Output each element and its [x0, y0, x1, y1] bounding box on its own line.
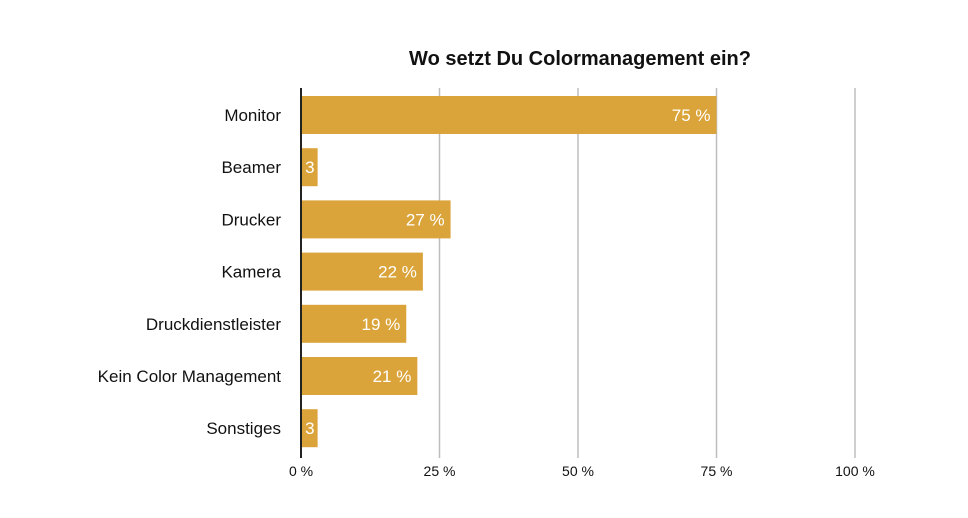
data-label: 75 %: [672, 106, 711, 125]
category-label: Kamera: [221, 263, 281, 282]
bar: [302, 96, 717, 134]
category-label: Sonstiges: [206, 419, 281, 438]
category-label: Druckdienstleister: [146, 315, 281, 334]
category-label: Beamer: [221, 158, 281, 177]
data-label: 19 %: [362, 315, 401, 334]
x-tick-label: 100 %: [835, 463, 875, 479]
bar: [302, 252, 423, 291]
category-label: Drucker: [221, 210, 281, 229]
chart-title: Wo setzt Du Colormanagement ein?: [409, 48, 751, 70]
bar: [302, 200, 451, 239]
x-tick-label: 0 %: [289, 463, 313, 479]
bar: [302, 357, 418, 395]
bar: [302, 304, 407, 343]
bar: [302, 409, 318, 448]
x-tick-label: 25 %: [424, 463, 456, 479]
data-labels: 75 % 3 27 % 22 % 19 % 21 % 3: [305, 106, 710, 438]
bar: [302, 148, 318, 187]
category-label: Kein Color Management: [98, 367, 282, 386]
bars: [302, 96, 717, 448]
x-tick-labels: 0 % 25 % 50 % 75 % 100 %: [289, 463, 875, 479]
data-label: 21 %: [373, 367, 412, 386]
x-tick-label: 75 %: [701, 463, 733, 479]
data-label: 22 %: [378, 263, 417, 282]
category-labels: Monitor Beamer Drucker Kamera Druckdienstlei…: [98, 106, 282, 438]
category-label: Monitor: [224, 106, 281, 125]
grid-lines: [438, 88, 856, 458]
data-label: 27 %: [406, 210, 445, 229]
x-tick-label: 50 %: [562, 463, 594, 479]
data-label: 3: [305, 419, 314, 438]
data-label: 3: [305, 158, 314, 177]
